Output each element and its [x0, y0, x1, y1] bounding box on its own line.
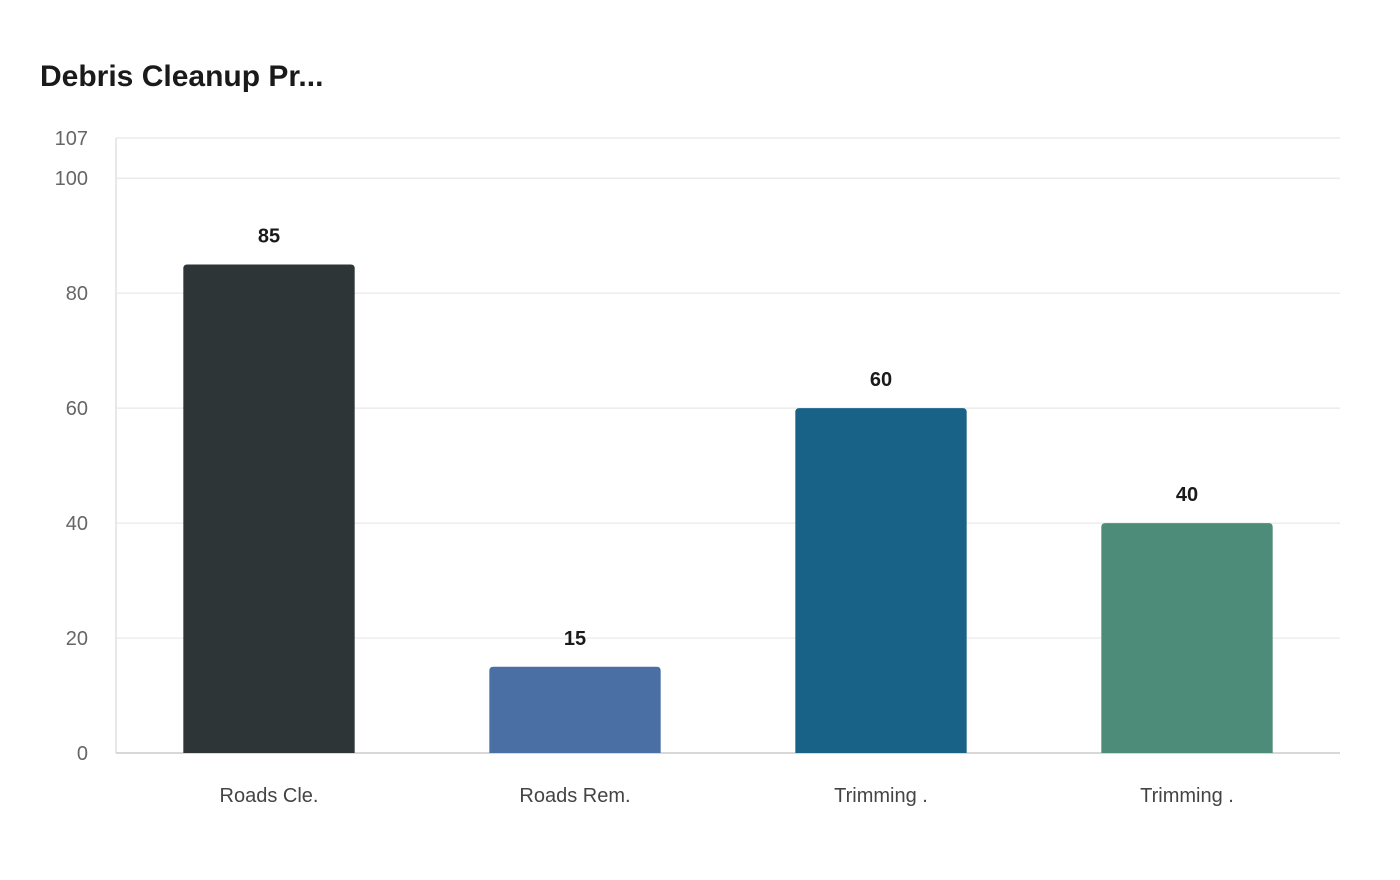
bar-value-label: 40	[1176, 484, 1198, 506]
bar-value-label: 15	[564, 628, 586, 650]
value-labels: 85 15 60 40	[258, 225, 1198, 649]
x-tick-label: Roads Rem.	[519, 785, 630, 807]
y-tick-label: 80	[66, 283, 88, 305]
bar	[795, 408, 967, 753]
chart-title: Debris Cleanup Pr...	[40, 60, 324, 93]
bar-value-label: 85	[258, 225, 280, 247]
bar	[183, 264, 355, 753]
bar	[1101, 523, 1273, 753]
bar	[489, 666, 661, 753]
x-tick-label: Trimming .	[834, 785, 928, 807]
y-tick-label: 107	[55, 128, 88, 150]
x-tick-label: Trimming .	[1140, 785, 1234, 807]
bars	[183, 264, 1273, 753]
y-tick-label: 0	[77, 743, 88, 765]
y-tick-label: 60	[66, 398, 88, 420]
y-tick-label: 40	[66, 513, 88, 535]
y-tick-label: 100	[55, 168, 88, 190]
y-tick-label: 20	[66, 628, 88, 650]
bar-value-label: 60	[870, 369, 892, 391]
x-tick-label: Roads Cle.	[220, 785, 319, 807]
x-tick-labels: Roads Cle. Roads Rem. Trimming . Trimming .	[220, 785, 1234, 807]
y-tick-labels: 0 20 40 60 80 100 107	[55, 128, 88, 765]
